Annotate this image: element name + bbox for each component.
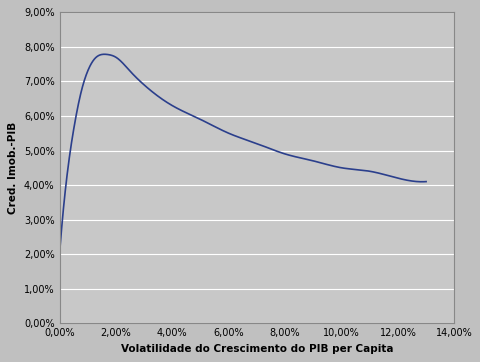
Y-axis label: Cred. Imob.-PIB: Cred. Imob.-PIB bbox=[8, 122, 18, 214]
X-axis label: Volatilidade do Crescimento do PIB per Capita: Volatilidade do Crescimento do PIB per C… bbox=[120, 344, 392, 354]
